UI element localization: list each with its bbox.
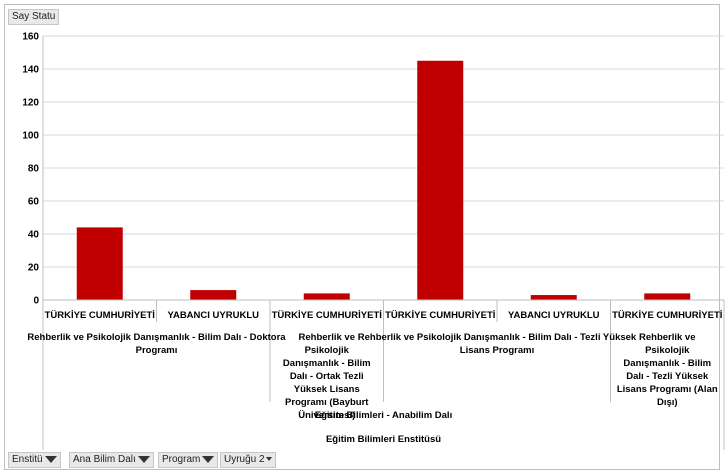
x-department-label: Eğitim Bilimleri - Anabilim Dalı [315,410,452,421]
x-program-label: Danışmanlık - Bilim [283,358,371,369]
bar[interactable] [190,290,237,300]
x-program-label: Dışı) [657,397,678,408]
y-tick-label: 160 [22,32,39,43]
x-category-label: TÜRKİYE CUMHURİYETİ [385,310,495,321]
y-tick-label: 120 [22,98,39,109]
x-program-label: Programı [136,345,178,356]
x-institute-label: Eğitim Bilimleri Enstitüsü [326,434,441,445]
chevron-down-icon [265,457,272,461]
filter-button-program[interactable]: Program [158,452,219,468]
y-tick-label: 80 [28,164,40,175]
x-category-label: YABANCI UYRUKLU [508,310,600,321]
filter-icon [44,456,57,463]
filter-label: Ana Bilim Dalı [73,454,136,465]
x-program-label: Programı (Bayburt [285,397,369,408]
filter-icon [137,456,150,463]
x-program-label: Lisans Programı (Alan [617,384,718,395]
x-program-label: Rehberlik ve Psikolojik Danışmanlık - Bi… [358,332,637,343]
x-program-label: Rehberlik ve [299,332,356,343]
x-category-label: YABANCI UYRUKLU [168,310,260,321]
filter-icon [202,456,215,463]
x-program-label: Psikolojik [645,345,690,356]
x-program-label: Üniversitesi) [298,410,355,421]
filter-button-enstitu[interactable]: Enstitü [8,452,61,468]
y-tick-label: 100 [22,131,39,142]
filter-button-ana-bilim-dali[interactable]: Ana Bilim Dalı [69,452,154,468]
x-program-label: Yüksek Lisans [294,384,360,395]
x-program-label: Rehberlik ve [639,332,696,343]
x-category-label: TÜRKİYE CUMHURİYETİ [272,310,382,321]
y-tick-label: 0 [33,296,39,307]
x-category-label: TÜRKİYE CUMHURİYETİ [612,310,722,321]
filter-label: Uyruğu 2 [224,454,265,465]
y-tick-label: 60 [28,197,40,208]
y-tick-label: 40 [28,230,40,241]
bar[interactable] [76,227,123,300]
filter-label: Enstitü [12,454,43,465]
x-program-label: Lisans Programı [460,345,534,356]
x-program-label: Rehberlik ve Psikolojik Danışmanlık - Bi… [27,332,286,343]
value-field-button[interactable]: Say Statu [8,9,60,25]
pivot-chart-frame [4,4,720,470]
bar[interactable] [530,295,577,300]
value-field-label: Say Statu [12,11,56,22]
x-program-label: Dalı - Tezli Yüksek [626,371,709,382]
filter-button-uyrugu[interactable]: Uyruğu 2 [220,452,276,468]
x-program-label: Danışmanlık - Bilim [623,358,711,369]
x-category-label: TÜRKİYE CUMHURİYETİ [45,310,155,321]
bar[interactable] [417,60,464,300]
filter-label: Program [162,454,201,465]
y-tick-label: 140 [22,65,39,76]
y-tick-label: 20 [28,263,40,274]
x-program-label: Dalı - Ortak Tezli [290,371,364,382]
bar[interactable] [303,293,350,300]
x-program-label: Psikolojik [305,345,350,356]
bar[interactable] [644,293,691,300]
